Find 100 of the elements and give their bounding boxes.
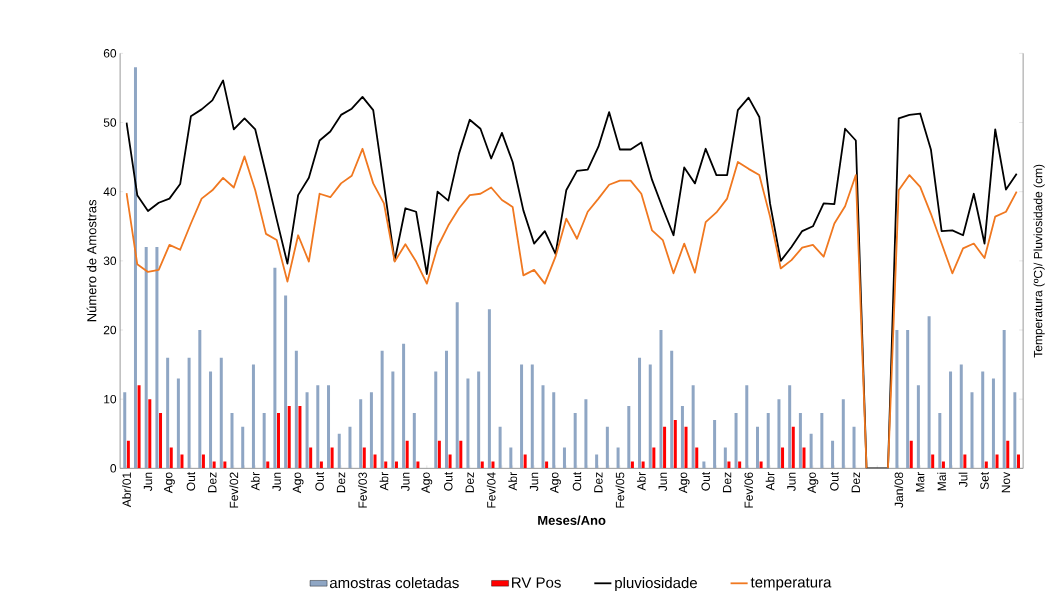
x-tick-label: Abr [636,472,646,491]
bar [298,406,302,469]
bar [309,447,313,469]
bar [251,364,255,469]
bar [938,413,942,469]
bar [670,350,674,469]
bar [738,461,742,469]
bar [949,371,953,469]
bar [287,406,291,469]
bar [455,302,459,469]
x-tick-label: Jun [272,472,281,492]
bar [1002,330,1006,469]
bar [659,330,663,469]
x-tick-label: Abr [508,472,518,491]
x-axis-title: Meses/Ano [538,515,606,526]
bar [727,461,731,469]
bar [766,413,770,469]
x-tick-label: Fev/03 [358,472,367,508]
x-tick-label: Fev/02 [229,472,239,508]
bar [487,309,491,469]
bar [523,454,527,469]
x-tick-label: Dez [851,472,860,493]
y-tick-label: 40 [103,187,117,196]
legend-label: amostras coletadas [329,577,459,589]
x-tick-label: Dez [336,472,346,493]
x-tick-label: Dez [208,472,217,493]
x-tick-label: Jun [401,472,410,492]
x-tick-label: Mar [915,472,925,492]
bar [584,399,588,469]
x-tick-label: Out [830,471,839,491]
bar [520,364,524,469]
bar [759,461,763,469]
y-tick-label: 20 [103,325,117,335]
bar [906,330,910,469]
bar [745,385,749,469]
bar [931,454,935,469]
bar [820,413,824,469]
bar [402,343,406,469]
bar [166,357,170,469]
bar [273,267,277,469]
x-tick-label: Fev/05 [615,472,625,508]
x-tick-label: Nov [1001,471,1011,493]
x-tick-label: Ago [164,472,175,494]
bar [781,447,785,469]
bar [798,413,802,469]
x-tick-label: Abr/01 [122,472,131,508]
bar [909,440,913,469]
x-tick-label: Jun [529,472,539,492]
bar [684,426,688,469]
x-tick-label: Ago [421,472,433,494]
bar [369,392,373,469]
bar [405,440,409,469]
bar [434,371,438,469]
bar [573,413,577,469]
bar [1016,454,1020,469]
bar [713,419,717,469]
bar [895,330,899,469]
bar [262,413,266,469]
bar [126,440,130,469]
x-tick-label: Abr [250,472,260,491]
bar [448,454,452,469]
bar [209,371,213,469]
bar [148,399,152,469]
bar [348,426,352,469]
bar [756,426,759,469]
x-tick-label: Jan/08 [894,472,904,508]
x-tick-label: Out [701,471,710,491]
bar [159,413,163,469]
x-tick-label: Ago [550,472,561,494]
y-axis-title: Número de Amostras [86,199,97,322]
x-tick-label: Jul [958,472,968,488]
bar [970,392,974,469]
bar [680,406,684,469]
bar [123,392,127,469]
bar [963,454,967,469]
bar [616,447,620,469]
bar [362,447,366,469]
x-tick-label: Ago [292,472,304,494]
bar [466,378,470,469]
bar [852,426,856,469]
bar [223,461,227,469]
bar [373,454,377,469]
bar [187,357,191,469]
x-tick-label: Dez [594,472,603,493]
bar [316,385,320,469]
bar [319,461,323,469]
bar [673,419,677,469]
y-tick-label: 50 [103,118,117,127]
bar [155,247,159,469]
bar [509,447,513,469]
x-tick-label: Dez [722,472,732,493]
bar [1013,392,1017,469]
x-tick-label: Ago [807,472,819,494]
bar [133,67,137,469]
bar [284,295,288,469]
bar [702,461,706,469]
x-tick-label: Out [315,471,324,491]
bar [391,371,395,469]
bar [327,385,331,469]
y-tick-label: 30 [103,256,117,266]
